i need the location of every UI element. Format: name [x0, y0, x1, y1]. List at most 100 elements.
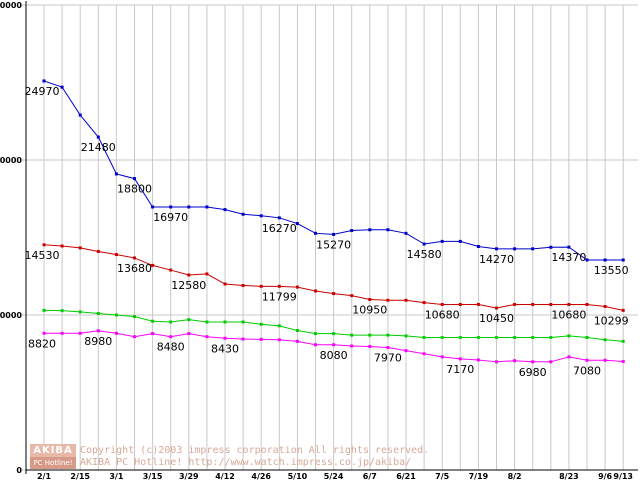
data-label: 7170 — [446, 363, 474, 376]
data-point — [133, 335, 136, 339]
x-axis-tick-labels: 2/1 2/15 3/1 3/15 3/29 4/12 4/26 5/10 5/24 6/7 6/2… — [37, 472, 633, 480]
data-point — [531, 302, 535, 306]
data-point — [513, 359, 517, 363]
data-point — [440, 335, 444, 339]
data-point — [621, 258, 625, 262]
data-point — [78, 113, 82, 117]
x-tick-label: 6/21 — [396, 472, 416, 480]
data-point — [277, 338, 281, 342]
data-point — [114, 313, 118, 317]
data-point — [350, 333, 354, 337]
data-point — [495, 360, 498, 364]
copyright-text: Copyright (c)2003 impress corporation Al… — [80, 445, 430, 456]
data-point — [549, 335, 553, 339]
data-point — [241, 284, 245, 288]
data-point — [241, 337, 245, 341]
data-point — [567, 245, 571, 249]
x-tick-label: 9/6 — [598, 472, 612, 480]
x-tick-label: 3/29 — [179, 472, 199, 480]
data-point — [314, 332, 317, 336]
data-point — [476, 244, 480, 248]
data-point — [241, 212, 245, 216]
data-point — [404, 298, 408, 302]
data-point — [151, 263, 155, 267]
data-point — [295, 339, 299, 343]
data-point — [603, 338, 607, 342]
data-label: 14580 — [407, 248, 442, 261]
data-point — [96, 329, 100, 333]
x-tick-label: 9/13 — [613, 472, 633, 480]
grid-lines — [22, 4, 638, 471]
data-point — [495, 306, 498, 310]
data-label: 10680 — [551, 308, 586, 321]
data-point — [169, 320, 173, 324]
data-point — [295, 329, 299, 332]
data-point — [386, 228, 390, 232]
data-point — [295, 222, 299, 226]
data-point — [476, 335, 480, 339]
data-point — [42, 243, 46, 247]
series-lines — [42, 79, 625, 364]
data-point — [187, 205, 191, 209]
data-point — [386, 333, 390, 337]
data-point — [169, 205, 173, 209]
y-tick-label: 20000 — [0, 156, 22, 165]
data-point — [205, 320, 209, 324]
x-tick-label: 5/24 — [324, 472, 344, 480]
data-label: 8820 — [28, 337, 56, 350]
data-point — [42, 308, 46, 312]
data-point — [187, 318, 191, 322]
x-tick-label: 2/15 — [70, 472, 90, 480]
y-tick-label: 0 — [16, 466, 22, 475]
data-point — [585, 302, 589, 306]
data-point — [42, 79, 46, 83]
data-point — [96, 311, 100, 315]
data-point — [567, 334, 571, 338]
data-label: 14270 — [479, 253, 514, 266]
akiba-logo: AKIBA PC Hotline! — [30, 444, 76, 470]
data-point — [440, 355, 444, 359]
data-label: 21480 — [81, 141, 116, 154]
data-point — [476, 302, 480, 306]
data-point — [78, 310, 82, 314]
data-point — [350, 294, 354, 298]
data-point — [60, 331, 64, 335]
data-point — [422, 242, 426, 246]
x-tick-label: 7/5 — [435, 472, 449, 480]
data-point — [169, 268, 173, 272]
data-point — [621, 308, 625, 312]
data-point — [585, 258, 589, 262]
data-label: 12580 — [171, 279, 206, 292]
data-point — [368, 344, 372, 348]
chart-axes — [25, 1, 638, 474]
data-point — [603, 358, 607, 362]
data-point — [567, 302, 571, 306]
data-point — [314, 343, 317, 347]
data-point — [187, 273, 191, 277]
logo-text-akiba: AKIBA — [30, 444, 76, 457]
data-point — [151, 332, 155, 336]
data-point — [169, 335, 173, 339]
data-point — [440, 302, 444, 306]
data-point — [386, 346, 390, 350]
data-point — [332, 232, 336, 236]
data-point — [531, 360, 535, 364]
data-point — [133, 256, 136, 260]
data-label: 14530 — [25, 249, 60, 262]
data-point — [133, 177, 136, 181]
data-point — [205, 272, 209, 276]
data-label: 16970 — [153, 211, 188, 224]
data-point — [314, 289, 317, 293]
data-point — [259, 284, 263, 288]
data-point — [549, 302, 553, 306]
data-label: 24970 — [25, 85, 60, 98]
data-point — [277, 324, 281, 328]
data-point — [404, 334, 408, 338]
data-point — [60, 85, 64, 89]
data-label: 6980 — [519, 366, 547, 379]
data-point — [133, 315, 136, 319]
data-point — [314, 231, 317, 235]
data-point — [422, 301, 426, 305]
data-label: 8430 — [211, 342, 239, 355]
